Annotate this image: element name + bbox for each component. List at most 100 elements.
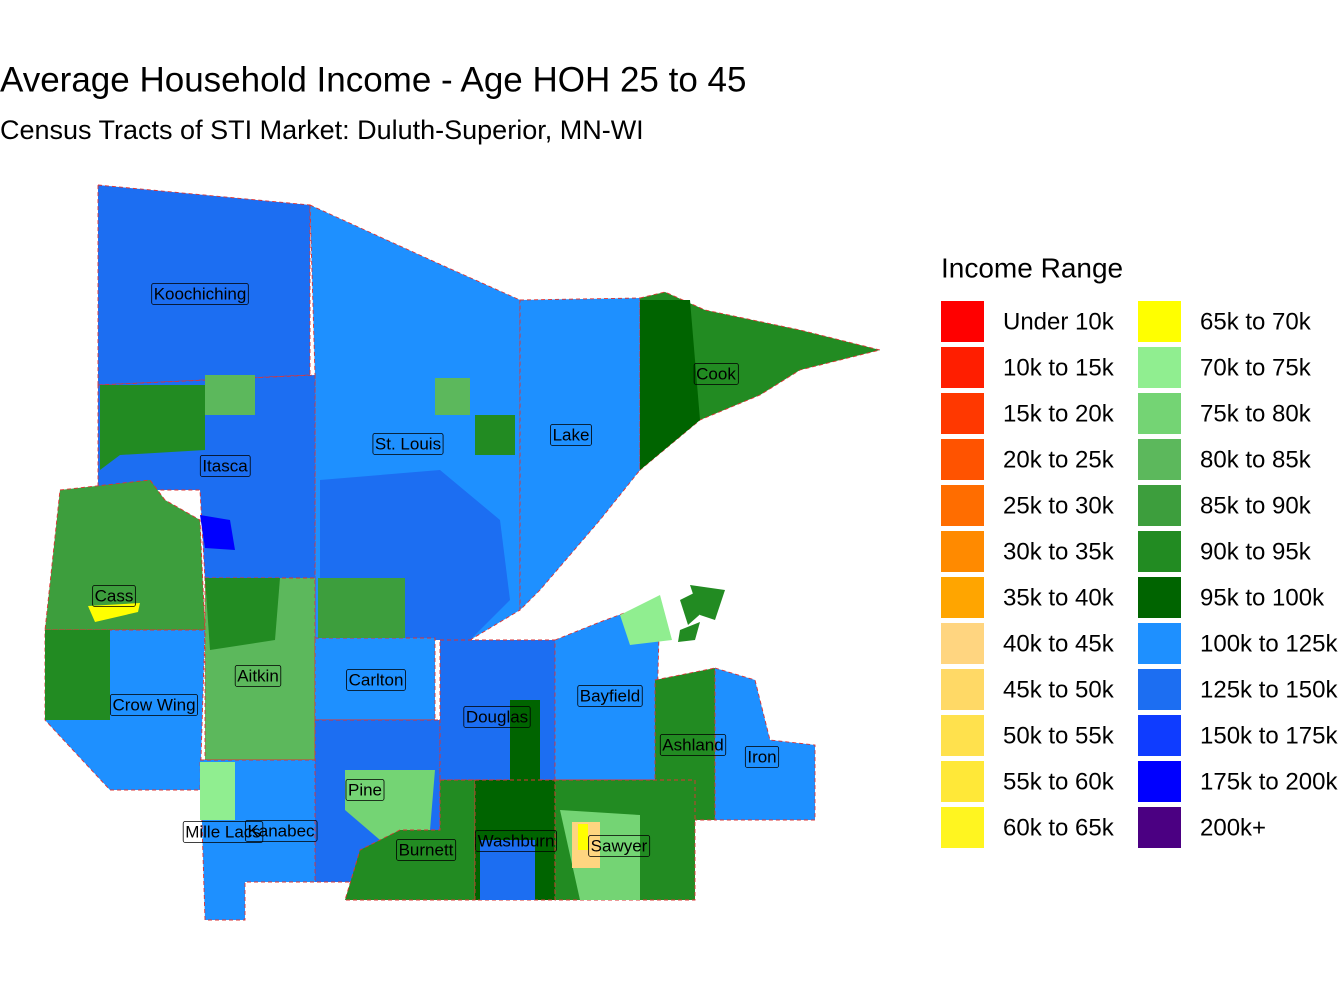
label-box bbox=[199, 455, 251, 477]
label-box bbox=[550, 424, 592, 446]
legend-label: 85k to 90k bbox=[1200, 492, 1312, 519]
legend-swatch bbox=[941, 761, 984, 802]
region bbox=[318, 578, 405, 638]
region bbox=[475, 415, 515, 455]
region bbox=[620, 595, 672, 645]
label-box bbox=[110, 694, 198, 716]
region bbox=[97, 184, 311, 386]
legend-label: 65k to 70k bbox=[1200, 308, 1312, 335]
region bbox=[200, 762, 235, 820]
region bbox=[200, 515, 235, 550]
county-label: Itasca bbox=[202, 456, 248, 475]
legend-label: Under 10k bbox=[1003, 308, 1115, 335]
label-box bbox=[693, 363, 739, 385]
region bbox=[510, 700, 540, 780]
legend-swatch bbox=[1138, 761, 1181, 802]
legend-title: Income Range bbox=[941, 252, 1123, 283]
label-box bbox=[577, 685, 643, 707]
region bbox=[519, 297, 641, 612]
legend-label: 10k to 15k bbox=[1003, 354, 1115, 381]
label-box bbox=[659, 734, 727, 756]
county-label: Lake bbox=[553, 425, 590, 444]
label-box bbox=[182, 821, 264, 843]
county-label: Ashland bbox=[662, 735, 723, 754]
legend-label: 100k to 125k bbox=[1200, 630, 1338, 657]
county-label: Iron bbox=[747, 747, 776, 766]
legend-swatch bbox=[1138, 301, 1181, 342]
legend-label: 15k to 20k bbox=[1003, 400, 1115, 427]
legend-swatch bbox=[941, 301, 984, 342]
legend-swatch bbox=[941, 623, 984, 664]
region bbox=[678, 622, 700, 642]
legend-label: 70k to 75k bbox=[1200, 354, 1312, 381]
legend-swatch bbox=[1138, 531, 1181, 572]
legend-label: 20k to 25k bbox=[1003, 446, 1115, 473]
legend-label: 175k to 200k bbox=[1200, 768, 1338, 795]
label-box bbox=[463, 706, 531, 728]
legend-swatch bbox=[1138, 577, 1181, 618]
region bbox=[205, 578, 280, 650]
region bbox=[714, 667, 816, 821]
legend-label: 95k to 100k bbox=[1200, 584, 1325, 611]
legend-swatch bbox=[1138, 623, 1181, 664]
legend-label: 80k to 85k bbox=[1200, 446, 1312, 473]
county-label: St. Louis bbox=[375, 434, 441, 453]
region bbox=[205, 375, 255, 415]
region bbox=[345, 770, 435, 840]
legend-swatch bbox=[1138, 485, 1181, 526]
county-label: Mille Lacs bbox=[185, 822, 261, 841]
legend-label: 25k to 30k bbox=[1003, 492, 1115, 519]
legend-swatch bbox=[941, 347, 984, 388]
legend-label: 35k to 40k bbox=[1003, 584, 1115, 611]
legend-label: 50k to 55k bbox=[1003, 722, 1115, 749]
county-label: Washburn bbox=[478, 831, 555, 850]
county-label: Burnett bbox=[399, 840, 454, 859]
map bbox=[44, 184, 881, 921]
county-label: Cass bbox=[95, 586, 134, 605]
legend-label: 45k to 50k bbox=[1003, 676, 1115, 703]
legend-swatch bbox=[941, 669, 984, 710]
legend-label: 75k to 80k bbox=[1200, 400, 1312, 427]
legend-swatch bbox=[941, 439, 984, 480]
region bbox=[435, 378, 470, 415]
region bbox=[344, 779, 476, 901]
legend-label: 40k to 45k bbox=[1003, 630, 1115, 657]
region bbox=[578, 824, 588, 850]
legend-swatch bbox=[1138, 807, 1181, 848]
legend-label: 55k to 60k bbox=[1003, 768, 1115, 795]
legend-label: 150k to 175k bbox=[1200, 722, 1338, 749]
legend-swatch bbox=[941, 807, 984, 848]
label-box bbox=[151, 283, 249, 305]
subtitle: Census Tracts of STI Market: Duluth-Supe… bbox=[0, 115, 644, 145]
county-label: Aitkin bbox=[237, 666, 279, 685]
county-label: Crow Wing bbox=[112, 695, 195, 714]
county-label: Carlton bbox=[349, 670, 404, 689]
legend-swatch bbox=[1138, 715, 1181, 756]
region bbox=[554, 599, 661, 781]
legend-swatch bbox=[941, 485, 984, 526]
label-box bbox=[588, 835, 651, 857]
county-label: Douglas bbox=[466, 707, 528, 726]
county-labels: Koochiching Cook St. Louis Lake Itasca C… bbox=[92, 283, 780, 861]
legend-swatch bbox=[941, 531, 984, 572]
label-box bbox=[234, 665, 282, 687]
legend-swatch bbox=[1138, 393, 1181, 434]
legend-label: 200k+ bbox=[1200, 814, 1266, 841]
region bbox=[640, 300, 700, 470]
legend-label: 60k to 65k bbox=[1003, 814, 1115, 841]
title: Average Household Income - Age HOH 25 to… bbox=[0, 60, 746, 99]
county-label: Kanabec bbox=[247, 821, 315, 840]
county-label: Koochiching bbox=[154, 284, 247, 303]
legend-label: 125k to 150k bbox=[1200, 676, 1338, 703]
county-label: Bayfield bbox=[580, 686, 640, 705]
label-box bbox=[372, 433, 444, 455]
county-label: Pine bbox=[348, 780, 382, 799]
label-box bbox=[346, 669, 406, 691]
label-box bbox=[396, 839, 457, 861]
region bbox=[88, 603, 140, 622]
county-label: Cook bbox=[696, 364, 736, 383]
county-label: Sawyer bbox=[591, 836, 648, 855]
legend: Under 10k 10k to 15k 15k to 20k 20k to 25k 2… bbox=[941, 301, 1338, 848]
label-box bbox=[92, 585, 136, 607]
